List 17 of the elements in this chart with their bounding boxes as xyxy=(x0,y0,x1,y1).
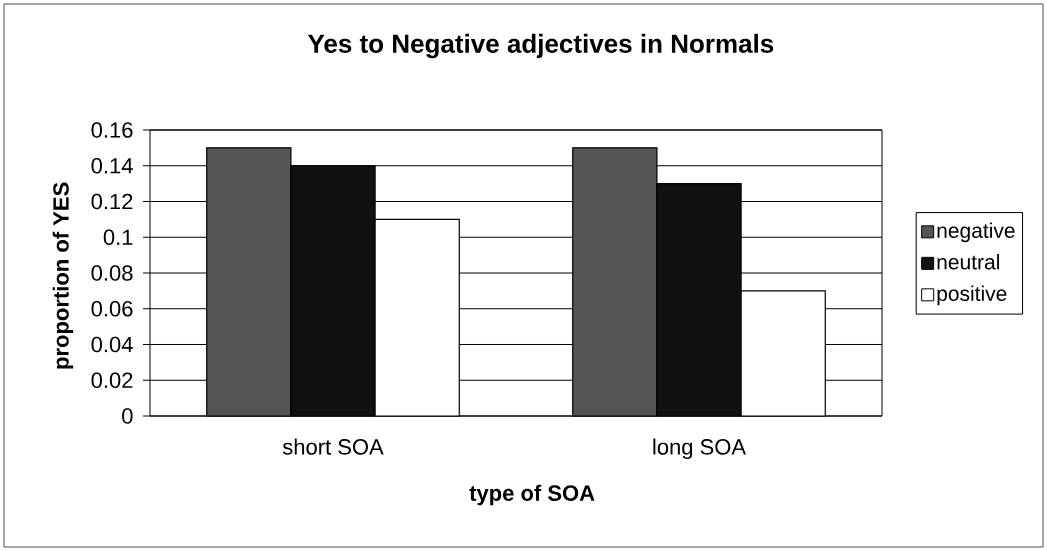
legend-label: neutral xyxy=(937,254,999,270)
x-axis-title: type of SOA xyxy=(469,484,595,506)
y-tick-label: 0.14 xyxy=(91,157,133,174)
y-tick-label: 0.02 xyxy=(91,372,133,389)
y-tick-label: 0.04 xyxy=(91,336,133,353)
x-tick-label: long SOA xyxy=(653,438,747,460)
y-axis-title: proportion of YES xyxy=(52,182,74,369)
chart-title: Yes to Negative adjectives in Normals xyxy=(307,33,774,59)
y-tick-label: 0 xyxy=(122,408,133,424)
y-tick-label: 0.12 xyxy=(91,193,133,210)
legend-label: positive xyxy=(937,285,1007,306)
legend-label: negative xyxy=(937,222,1015,243)
y-tick-label: 0.08 xyxy=(91,265,133,281)
y-tick-label: 0.1 xyxy=(103,229,133,246)
y-tick-label: 0.06 xyxy=(91,300,133,317)
x-tick-label: short SOA xyxy=(282,438,384,455)
y-tick-label: 0.16 xyxy=(91,122,133,138)
